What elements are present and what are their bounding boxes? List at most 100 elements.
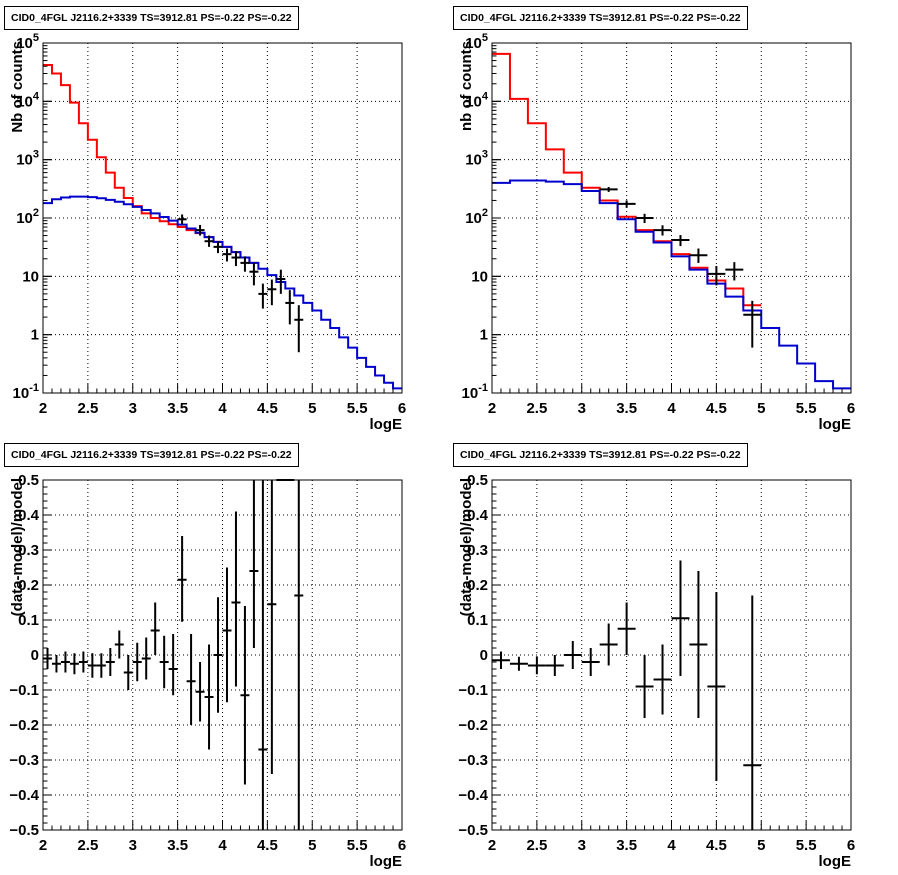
data-point xyxy=(599,186,618,192)
data-point xyxy=(249,480,259,648)
data-point xyxy=(276,269,286,294)
y-tick-label: 10-1 xyxy=(13,382,39,402)
x-tick-label: 4.5 xyxy=(706,400,727,417)
x-tick-label: 2.5 xyxy=(77,400,98,417)
data-point xyxy=(689,571,708,718)
y-tick-label: 0.4 xyxy=(18,507,40,524)
y-tick-label: −0.1 xyxy=(9,682,39,699)
data-point xyxy=(617,602,636,655)
y-tick-label: 0.2 xyxy=(18,577,39,594)
data-point xyxy=(492,651,510,669)
data-point xyxy=(617,200,636,208)
data-point xyxy=(563,641,582,669)
data-point xyxy=(204,235,214,247)
y-tick-label: 0.4 xyxy=(467,507,489,524)
y-tick-label: 0.1 xyxy=(467,612,488,629)
data-point xyxy=(527,656,546,675)
data-point xyxy=(671,235,690,247)
y-axis-label: (data-model)/model xyxy=(458,478,475,616)
data-point xyxy=(87,653,97,678)
x-tick-label: 3 xyxy=(578,400,586,417)
data-point xyxy=(743,595,762,830)
data-point xyxy=(123,655,133,690)
y-axis-label: (data-model)/model xyxy=(9,478,26,616)
y-axis: −0.5 −0.4 −0.3 −0.2 −0.1 0 0.1 0.2 0.3 0.4 0.5(dat… xyxy=(458,472,501,839)
data-point xyxy=(168,634,178,696)
x-axis-label: logE xyxy=(819,853,852,870)
x-tick-label: 4.5 xyxy=(257,400,278,417)
data-point xyxy=(132,642,142,682)
y-tick-label: 104 xyxy=(16,90,40,110)
data-point xyxy=(222,248,232,262)
x-tick-label: 6 xyxy=(398,837,406,854)
data-points xyxy=(43,479,304,830)
data-point xyxy=(581,648,600,676)
y-tick-label: 102 xyxy=(16,207,39,227)
data-point xyxy=(159,635,169,689)
data-point xyxy=(43,648,52,669)
y-tick-label: −0.4 xyxy=(458,787,488,804)
data-point xyxy=(105,648,115,676)
data-point xyxy=(231,251,241,267)
y-tick-label: 102 xyxy=(465,207,488,227)
x-tick-label: 6 xyxy=(398,400,406,417)
data-point xyxy=(545,655,564,676)
y-tick-label: −0.2 xyxy=(9,717,39,734)
panel-bottom-left: 2 2.5 3 3.5 4 4.5 5 5.5 6logE−0.5−0.4−0.3−0.2−0.… xyxy=(9,472,406,870)
y-tick-label: 105 xyxy=(16,32,39,52)
data-points xyxy=(492,560,762,830)
panel-title-bottom-left: CID0_4FGL J2116.2+3339 TS=3912.81 PS=-0.… xyxy=(4,443,299,467)
data-point xyxy=(653,644,672,715)
x-tick-label: 3 xyxy=(129,837,137,854)
data-point xyxy=(240,606,250,785)
x-tick-label: 5 xyxy=(757,400,765,417)
y-tick-label: 0.1 xyxy=(18,612,39,629)
panel-title-bottom-right: CID0_4FGL J2116.2+3339 TS=3912.81 PS=-0.… xyxy=(453,443,748,467)
x-tick-label: 6 xyxy=(847,400,855,417)
y-tick-label: 0.2 xyxy=(467,577,488,594)
data-point xyxy=(69,653,79,675)
data-point xyxy=(240,256,250,272)
x-tick-label: 2.5 xyxy=(526,837,547,854)
x-tick-label: 4 xyxy=(218,400,227,417)
y-tick-label: −0.1 xyxy=(458,682,488,699)
y-tick-label: 105 xyxy=(465,32,488,52)
histogram-step-series xyxy=(492,179,851,390)
x-tick-label: 5.5 xyxy=(347,837,368,854)
data-point xyxy=(707,266,726,286)
histogram-step-series xyxy=(492,52,762,307)
panel-title-top-right: CID0_4FGL J2116.2+3339 TS=3912.81 PS=-0.… xyxy=(453,6,748,30)
x-tick-label: 3.5 xyxy=(167,400,188,417)
y-tick-label: 0.5 xyxy=(467,472,488,489)
x-tick-label: 4 xyxy=(218,837,227,854)
data-point xyxy=(141,637,151,680)
x-tick-label: 4.5 xyxy=(706,837,727,854)
data-point xyxy=(186,634,196,725)
x-axis-label: logE xyxy=(819,416,852,433)
y-axis: −0.5 −0.4 −0.3 −0.2 −0.1 0 0.1 0.2 0.3 0.4 0.5(dat… xyxy=(9,472,52,839)
x-tick-label: 2.5 xyxy=(526,400,547,417)
data-point xyxy=(177,536,187,622)
data-point xyxy=(653,225,672,236)
y-tick-label: 103 xyxy=(16,149,39,169)
x-tick-label: 4 xyxy=(667,837,676,854)
x-tick-label: 3.5 xyxy=(616,400,637,417)
x-tick-label: 3 xyxy=(129,400,137,417)
data-point xyxy=(707,592,726,781)
histogram-step-series xyxy=(43,63,259,264)
data-point xyxy=(599,623,618,666)
y-tick-label: 103 xyxy=(465,149,488,169)
y-tick-label: −0.5 xyxy=(9,822,39,839)
y-tick-label: 0.3 xyxy=(18,542,39,559)
grid-lines xyxy=(492,480,851,830)
y-tick-label: 1 xyxy=(31,327,39,344)
x-axis-label: logE xyxy=(370,416,403,433)
data-point xyxy=(294,480,304,830)
x-tick-label: 5.5 xyxy=(796,837,817,854)
data-point xyxy=(267,480,277,774)
data-point xyxy=(78,651,88,673)
x-tick-label: 5 xyxy=(757,837,765,854)
y-axis-label: nb of counts xyxy=(458,41,475,131)
data-point xyxy=(213,597,223,713)
